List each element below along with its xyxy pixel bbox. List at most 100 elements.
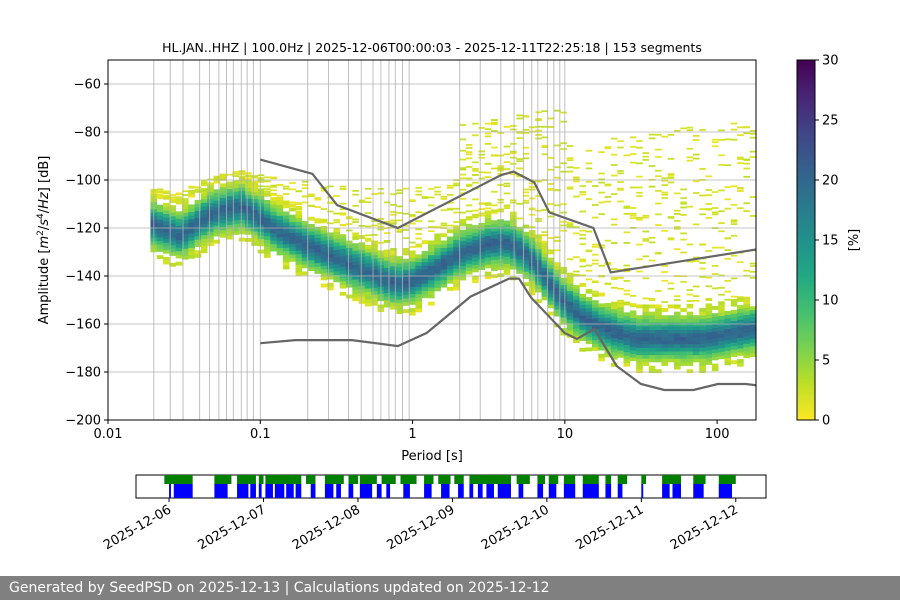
heatmap-cell: [200, 231, 208, 236]
heatmap-cell: [200, 245, 208, 250]
heatmap-cell: [465, 184, 473, 187]
heatmap-cell: [270, 197, 277, 202]
heatmap-cell: [699, 347, 706, 352]
heatmap-cell: [737, 261, 744, 264]
heatmap-cell: [522, 253, 530, 258]
y-tick-label: −160: [65, 318, 101, 333]
heatmap-cell: [749, 270, 756, 273]
heatmap-cell: [251, 209, 258, 214]
heatmap-cell: [692, 340, 700, 345]
heatmap-cell: [547, 249, 555, 252]
x-tick-label: 10: [557, 427, 574, 442]
heatmap-cell: [238, 216, 246, 220]
heatmap-cell: [509, 201, 517, 204]
heatmap-cell: [270, 236, 277, 241]
heatmap-cell: [320, 258, 328, 263]
heatmap-cell: [560, 310, 568, 314]
heatmap-cell: [484, 271, 492, 276]
heatmap-cell: [547, 304, 555, 309]
heatmap-cell: [604, 146, 612, 149]
heatmap-cell: [308, 205, 315, 207]
heatmap-cell: [566, 315, 574, 320]
heatmap-cell: [295, 268, 303, 273]
timeline-date-label: 2025-12-08: [290, 502, 363, 553]
heatmap-cell: [604, 200, 612, 203]
heatmap-cell: [257, 188, 265, 193]
heatmap-cell: [692, 333, 700, 338]
heatmap-cell: [188, 247, 195, 252]
heatmap-cell: [636, 354, 643, 359]
heatmap-cell: [730, 185, 738, 188]
heatmap-cell: [459, 272, 467, 277]
heatmap-cell: [655, 311, 662, 316]
heatmap-cell: [301, 231, 309, 236]
heatmap-cell: [598, 201, 605, 204]
heatmap-cell: [472, 246, 479, 251]
heatmap-cell: [396, 292, 404, 297]
heatmap-cell: [743, 325, 750, 330]
heatmap-cell: [396, 266, 404, 271]
heatmap-cell: [314, 255, 322, 260]
heatmap-cell: [642, 354, 650, 359]
heatmap-cell: [655, 252, 662, 254]
heatmap-cell: [402, 212, 410, 215]
heatmap-cell: [604, 310, 612, 315]
heatmap-cell: [573, 195, 580, 198]
heatmap-cell: [730, 234, 738, 237]
heatmap-cell: [522, 235, 530, 240]
heatmap-cell: [200, 188, 208, 192]
heatmap-cell: [711, 363, 719, 368]
heatmap-cell: [472, 168, 479, 170]
heatmap-cell: [390, 255, 397, 260]
heatmap-cell: [573, 232, 580, 235]
heatmap-cell: [484, 162, 492, 165]
heatmap-cell: [200, 179, 208, 182]
heatmap-cell: [421, 290, 429, 295]
heatmap-cell: [181, 255, 189, 260]
heatmap-cell: [547, 279, 555, 284]
heatmap-cell: [610, 268, 618, 270]
heatmap-cell: [636, 186, 643, 189]
heatmap-cell: [339, 259, 347, 264]
heatmap-cell: [724, 332, 732, 337]
timeline-segment-blue: [518, 484, 524, 498]
heatmap-cell: [320, 218, 328, 221]
heatmap-cell: [730, 203, 738, 206]
heatmap-cell: [352, 286, 359, 291]
heatmap-cell: [339, 237, 347, 242]
heatmap-cell: [585, 300, 593, 305]
heatmap-cell: [560, 281, 568, 286]
heatmap-cell: [560, 306, 568, 311]
heatmap-cell: [541, 260, 549, 265]
heatmap-cell: [535, 245, 542, 250]
heatmap-cell: [472, 264, 479, 269]
y-tick-label: −180: [65, 366, 101, 381]
heatmap-cell: [194, 199, 202, 204]
heatmap-cell: [692, 358, 700, 363]
heatmap-cell: [535, 234, 542, 239]
heatmap-cell: [308, 256, 315, 261]
y-axis-label-exp2: 2: [36, 230, 46, 236]
heatmap-cell: [358, 253, 366, 258]
heatmap-cell: [667, 336, 675, 341]
heatmap-cell: [289, 221, 296, 226]
heatmap-cell: [737, 187, 744, 189]
heatmap-cell: [472, 257, 479, 262]
heatmap-cell: [219, 176, 227, 179]
heatmap-cell: [339, 208, 347, 211]
heatmap-cell: [156, 233, 164, 238]
heatmap-cell: [667, 175, 675, 177]
heatmap-cell: [207, 224, 214, 229]
heatmap-cell: [263, 190, 271, 193]
timeline-segment-green: [693, 475, 706, 484]
heatmap-cell: [730, 324, 738, 329]
heatmap-cell: [251, 198, 258, 203]
heatmap-cell: [554, 283, 561, 288]
heatmap-cell: [711, 320, 719, 325]
heatmap-cell: [503, 185, 511, 187]
heatmap-cell: [181, 212, 189, 217]
heatmap-cell: [573, 310, 580, 315]
heatmap-cell: [667, 177, 675, 179]
heatmap-cell: [585, 264, 593, 267]
heatmap-cell: [396, 219, 404, 222]
